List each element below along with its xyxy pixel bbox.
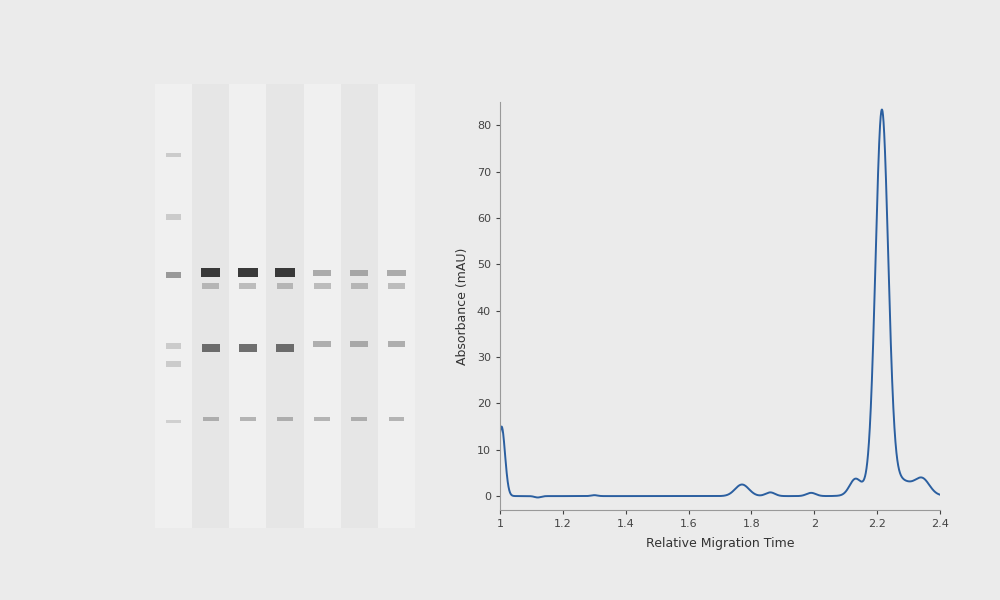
Bar <box>239 283 256 289</box>
Bar <box>388 283 405 289</box>
Bar <box>166 153 181 157</box>
Bar <box>239 344 257 352</box>
Bar <box>350 341 368 347</box>
Bar <box>166 420 181 423</box>
Bar <box>202 283 219 289</box>
Bar <box>166 343 181 349</box>
Bar <box>350 270 368 275</box>
Bar <box>304 84 341 528</box>
Y-axis label: Absorbance (mAU): Absorbance (mAU) <box>456 247 469 365</box>
Bar <box>201 268 220 277</box>
Bar <box>277 417 293 421</box>
Bar <box>313 341 331 347</box>
Bar <box>378 84 415 528</box>
Bar <box>203 417 219 421</box>
Bar <box>229 84 266 528</box>
Bar <box>277 283 293 289</box>
Bar <box>275 268 295 277</box>
Bar <box>314 417 330 421</box>
Bar <box>166 272 181 278</box>
X-axis label: Relative Migration Time: Relative Migration Time <box>646 538 794 550</box>
Bar <box>202 344 220 352</box>
Bar <box>238 268 258 277</box>
Bar <box>351 283 368 289</box>
Bar <box>341 84 378 528</box>
Bar <box>166 214 181 220</box>
Bar <box>166 361 181 367</box>
Bar <box>351 417 367 421</box>
Bar <box>276 344 294 352</box>
Bar <box>240 417 256 421</box>
Bar <box>314 283 331 289</box>
Bar <box>389 417 404 421</box>
Bar <box>387 270 406 275</box>
Bar <box>266 84 304 528</box>
Bar <box>313 270 331 275</box>
Bar <box>192 84 229 528</box>
Bar <box>388 341 405 347</box>
Bar <box>155 84 192 528</box>
